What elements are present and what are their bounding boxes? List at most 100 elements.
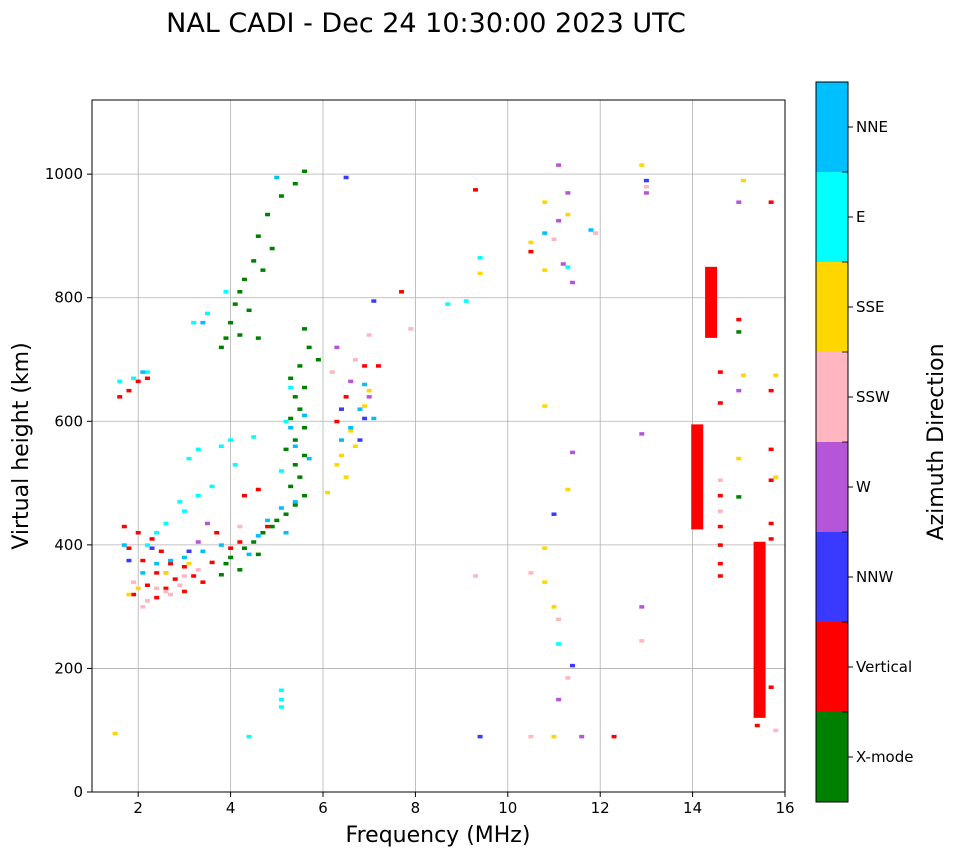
data-point [255, 487, 261, 492]
data-point [717, 370, 723, 374]
data-point [237, 524, 243, 529]
data-point [237, 333, 243, 337]
series-sse [112, 163, 779, 739]
data-point [593, 231, 599, 235]
data-point [265, 524, 271, 529]
data-point [375, 364, 381, 368]
data-point [297, 364, 303, 368]
y-tick-label: 800 [54, 289, 83, 307]
data-point [717, 524, 723, 529]
data-point [283, 419, 289, 424]
data-point [343, 475, 349, 479]
data-point [357, 438, 363, 442]
data-point [274, 518, 280, 523]
data-point [768, 447, 774, 452]
data-point [565, 676, 571, 680]
data-point [477, 734, 483, 739]
data-point [348, 429, 354, 433]
chart-title: NAL CADI - Dec 24 10:30:00 2023 UTC [166, 8, 686, 39]
data-point [717, 561, 723, 566]
data-point [740, 373, 746, 377]
data-point [565, 487, 571, 492]
data-point [362, 404, 368, 408]
data-point [181, 555, 187, 560]
data-point [214, 531, 220, 535]
data-point [251, 540, 257, 544]
data-point [246, 734, 252, 739]
series-nnw [126, 175, 649, 739]
data-point [131, 580, 137, 584]
data-point [302, 413, 308, 418]
colorbar-segment [816, 442, 848, 532]
data-point [768, 537, 774, 541]
data-point [228, 438, 234, 442]
data-point [218, 573, 224, 577]
data-point [228, 555, 234, 560]
data-point [209, 560, 215, 565]
data-point [288, 376, 294, 381]
data-point [274, 175, 280, 180]
data-point [472, 188, 478, 192]
data-point [338, 438, 344, 442]
data-point [251, 259, 257, 263]
data-point [352, 358, 358, 362]
colorbar-segment [816, 532, 848, 622]
data-point [639, 163, 645, 167]
data-point [717, 493, 723, 498]
data-point [343, 395, 349, 399]
data-point [278, 194, 284, 198]
data-point [223, 561, 229, 566]
data-point [717, 509, 723, 513]
data-point [126, 592, 132, 597]
data-point [218, 543, 224, 547]
x-tick-label: 16 [775, 799, 794, 817]
data-point [569, 280, 575, 285]
data-point [643, 185, 649, 189]
data-point [348, 379, 354, 384]
series-w [163, 163, 742, 739]
data-point [306, 345, 312, 350]
data-point [639, 605, 645, 609]
series-vertical [117, 188, 774, 739]
data-point [278, 688, 284, 693]
x-tick-label: 4 [226, 799, 236, 817]
data-point [315, 358, 321, 362]
colorbar-tick-label: SSW [856, 388, 890, 406]
data-point [278, 506, 284, 510]
data-point [154, 595, 160, 600]
data-point [218, 444, 224, 448]
data-point [717, 543, 723, 547]
data-point [292, 503, 298, 507]
colorbar-tick-label: NNE [856, 118, 888, 136]
data-point [265, 212, 271, 217]
data-point [168, 561, 174, 566]
data-point [186, 456, 192, 461]
data-point [579, 734, 585, 739]
data-point [288, 484, 294, 489]
data-point [260, 268, 266, 272]
data-point [278, 705, 284, 709]
data-point [241, 493, 247, 498]
data-point [126, 546, 132, 550]
data-point [768, 388, 774, 393]
data-point [200, 549, 206, 554]
data-point [542, 404, 548, 408]
series-x-mode [218, 169, 742, 577]
data-point [556, 697, 562, 702]
data-point [334, 463, 340, 467]
data-point [195, 540, 201, 544]
data-point [302, 169, 308, 174]
data-point [542, 546, 548, 550]
data-point [556, 163, 562, 167]
data-point [255, 336, 261, 340]
data-point [569, 450, 575, 455]
data-point [542, 580, 548, 584]
x-tick-label: 8 [411, 799, 421, 817]
data-point [126, 558, 132, 563]
data-point [736, 317, 742, 322]
x-tick-label: 14 [683, 799, 702, 817]
data-point [565, 191, 571, 195]
data-point [163, 589, 169, 594]
data-point [754, 723, 760, 728]
data-point [121, 543, 127, 547]
